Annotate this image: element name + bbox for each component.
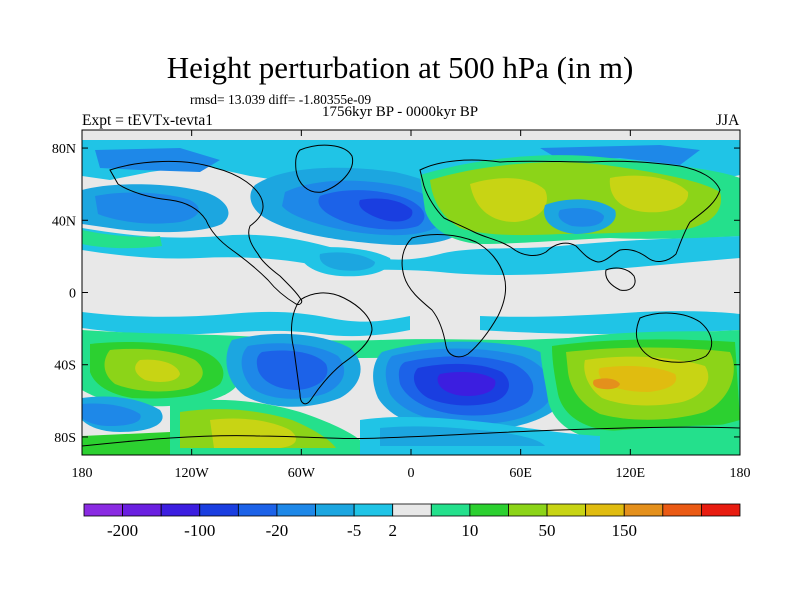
axis-ticks: 180 120W 60W 0 60E 120E 180 80N 40N 0 40S 80S: [52, 130, 751, 481]
colorbar-label: 50: [539, 521, 556, 540]
stats-line: rmsd= 13.039 diff= -1.80355e-09: [190, 92, 372, 107]
coastline-australia: [636, 312, 713, 363]
field-region: [82, 230, 162, 249]
field-region: [319, 252, 375, 271]
field-region: [593, 378, 620, 390]
colorbar-swatch: [83, 503, 123, 517]
colorbar-label: -100: [184, 521, 215, 540]
field-region: [437, 372, 496, 396]
field-region: [359, 198, 413, 222]
lon-tick-label: 120E: [616, 466, 646, 481]
colorbar-label: 10: [461, 521, 478, 540]
lat-tick-label: 80N: [52, 142, 76, 157]
lon-tick-label: 120W: [175, 466, 210, 481]
colorbar-label: 2: [388, 521, 397, 540]
colorbar-swatch: [508, 503, 548, 517]
field-region: [609, 175, 689, 213]
field-region: [600, 424, 740, 455]
colorbar-swatch: [469, 503, 509, 517]
field-region: [380, 426, 545, 446]
field-region: [82, 311, 410, 337]
colorbar-swatch: [122, 503, 162, 517]
field-region: [558, 208, 604, 227]
field-region: [82, 403, 141, 426]
colorbar-label: -200: [107, 521, 138, 540]
field-region: [82, 432, 170, 455]
lat-tick-label: 80S: [54, 431, 76, 446]
coastline-south-america: [291, 292, 373, 405]
colorbar-swatch: [276, 503, 316, 517]
colorbar-swatch: [160, 503, 201, 517]
field-region: [210, 418, 296, 448]
colorbar-swatch: [199, 503, 239, 517]
experiment-label: Expt = tEVTx-tevta1: [82, 112, 213, 129]
coastline-eurasia: [419, 159, 721, 263]
field-region: [470, 178, 547, 222]
colorbar-swatch: [237, 503, 278, 517]
colorbar-swatch: [392, 503, 432, 517]
colorbar-swatch: [623, 503, 664, 517]
lon-tick-label: 180: [730, 466, 751, 481]
colorbar-swatch: [353, 503, 394, 517]
lat-tick-label: 40N: [52, 214, 76, 229]
coastline-antarctica: [82, 426, 740, 447]
colorbar-label: -5: [347, 521, 361, 540]
height-field: [82, 130, 740, 455]
colorbar-swatch: [315, 503, 355, 517]
colorbar-label: -20: [266, 521, 289, 540]
colorbar-swatch: [546, 503, 587, 517]
lat-tick-label: 40S: [54, 359, 76, 374]
field-region: [256, 350, 328, 390]
coastline-africa: [401, 234, 507, 358]
field-region: [135, 359, 180, 382]
lat-tick-label: 0: [69, 287, 76, 302]
field-region: [480, 311, 740, 334]
colorbar-swatch: [430, 503, 471, 517]
lon-tick-label: 180: [72, 466, 93, 481]
field-region: [82, 228, 740, 275]
colorbar-label: 150: [611, 521, 637, 540]
field-region: [540, 145, 700, 165]
colorbar-swatch: [585, 503, 625, 517]
colorbar-swatch: [662, 503, 702, 517]
coastlines: [82, 144, 740, 447]
lon-tick-label: 0: [408, 466, 415, 481]
coastline-greenland: [295, 144, 354, 193]
map-title: Height perturbation at 500 hPa (in m): [166, 50, 634, 85]
coastline-north-america: [109, 160, 303, 305]
colorbar-swatch: [701, 503, 741, 517]
lon-tick-label: 60E: [509, 466, 532, 481]
lon-tick-label: 60W: [288, 466, 316, 481]
coastline-southeast-asia: [605, 267, 636, 291]
colorbar: -200 -100 -20 -5 2 10 50 150: [83, 503, 741, 540]
season-label: JJA: [716, 112, 740, 129]
period-label: 1756kyr BP - 0000kyr BP: [322, 104, 479, 120]
